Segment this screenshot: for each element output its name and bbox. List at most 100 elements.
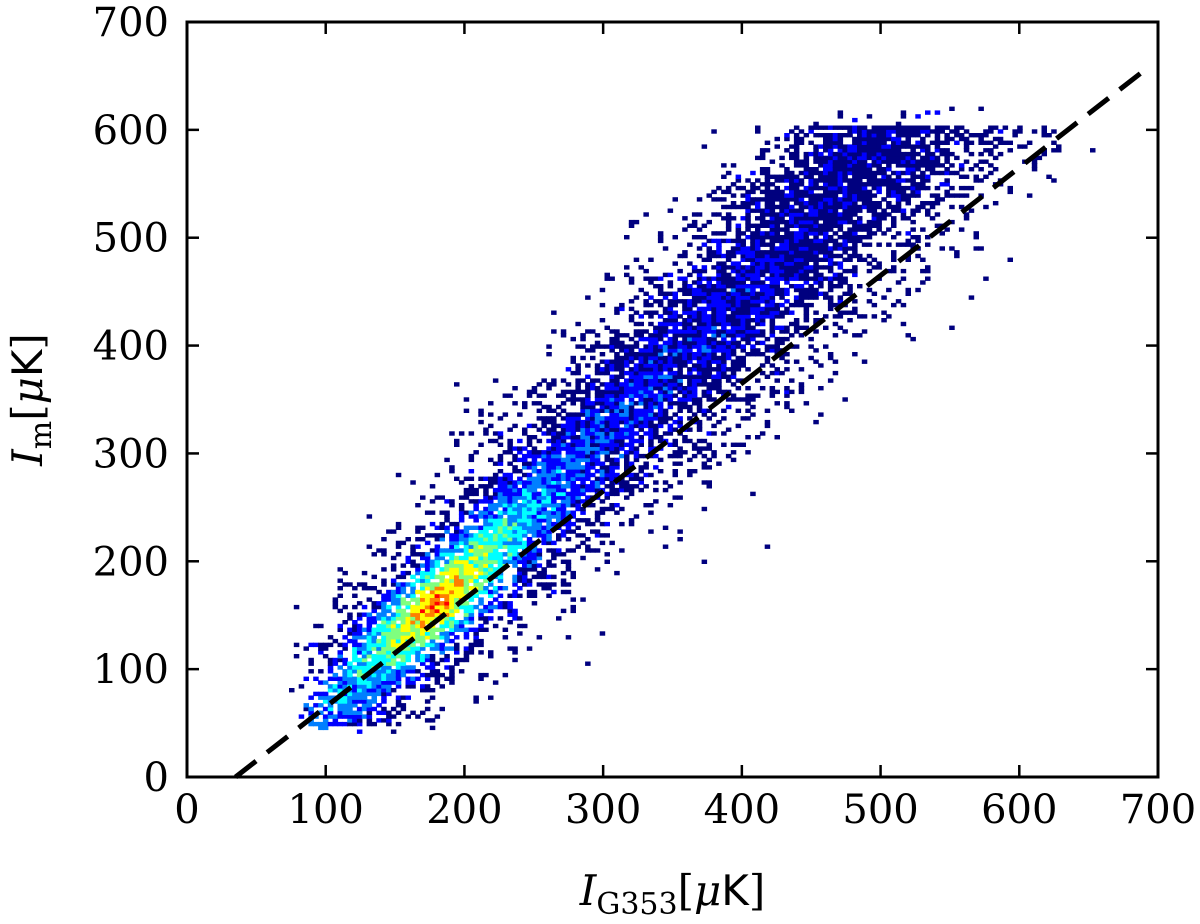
heatmap-cell (449, 469, 455, 474)
heatmap-cell (871, 257, 878, 262)
heatmap-cell (497, 484, 504, 489)
heatmap-cell (444, 559, 450, 564)
heatmap-cell (784, 329, 790, 334)
heatmap-cell (439, 604, 445, 610)
heatmap-cell (716, 250, 722, 255)
heatmap-cell (769, 272, 776, 278)
heatmap-cell (478, 650, 484, 655)
heatmap-cell (730, 201, 737, 206)
heatmap-cell (735, 276, 742, 281)
heatmap-cell (580, 442, 586, 447)
heatmap-cell (342, 680, 348, 685)
heatmap-cell (395, 586, 402, 591)
heatmap-cell (735, 408, 742, 413)
heatmap-cell (454, 555, 460, 561)
heatmap-cell (609, 367, 615, 372)
heatmap-cell (677, 355, 683, 361)
heatmap-cell (434, 495, 441, 500)
heatmap-cell (745, 204, 751, 210)
heatmap-cell (779, 287, 785, 293)
heatmap-cell (677, 480, 683, 485)
heatmap-cell (677, 446, 683, 451)
heatmap-cell (774, 144, 780, 149)
heatmap-cell (633, 257, 640, 262)
heatmap-cell (847, 201, 853, 206)
heatmap-cell (468, 487, 475, 493)
heatmap-cell (653, 310, 659, 315)
heatmap-cell (400, 563, 407, 568)
heatmap-cell (813, 231, 819, 236)
heatmap-cell (667, 416, 674, 421)
heatmap-cell (444, 582, 450, 587)
heatmap-cell (638, 355, 644, 361)
heatmap-cell (711, 397, 717, 402)
heatmap-cell (900, 125, 907, 130)
heatmap-cell (818, 178, 824, 183)
heatmap-cell (735, 363, 742, 368)
heatmap-cell (580, 446, 586, 451)
heatmap-cell (784, 291, 790, 296)
heatmap-cell (1031, 163, 1038, 168)
heatmap-cell (628, 382, 635, 387)
heatmap-cell (779, 204, 785, 210)
heatmap-cell (507, 476, 513, 481)
heatmap-cell (779, 227, 785, 232)
heatmap-cell (541, 540, 547, 546)
heatmap-cell (624, 235, 630, 240)
heatmap-cell (764, 174, 771, 179)
heatmap-cell (653, 386, 659, 391)
heatmap-cell (386, 654, 392, 659)
heatmap-cell (478, 533, 484, 538)
heatmap-cell (672, 299, 678, 304)
heatmap-cell (871, 208, 878, 213)
heatmap-cell (764, 355, 771, 361)
heatmap-cell (798, 216, 805, 221)
heatmap-cell (711, 336, 717, 342)
heatmap-cell (793, 238, 800, 244)
heatmap-cell (793, 140, 800, 145)
heatmap-cell (609, 476, 615, 481)
heatmap-cell (386, 646, 392, 651)
heatmap-cell (662, 295, 669, 300)
heatmap-cell (633, 378, 640, 383)
heatmap-cell (857, 159, 863, 164)
heatmap-cell (808, 197, 814, 202)
heatmap-cell (808, 268, 814, 274)
heatmap-cell (750, 284, 756, 289)
heatmap-cell (361, 650, 368, 655)
heatmap-cell (322, 721, 329, 727)
heatmap-cell (444, 518, 450, 523)
heatmap-cell (832, 197, 839, 202)
heatmap-cell (371, 631, 377, 636)
heatmap-cell (798, 291, 805, 296)
heatmap-cell (769, 261, 776, 266)
heatmap-cell (784, 310, 790, 315)
heatmap-cell (522, 465, 528, 470)
heatmap-cell (638, 348, 644, 353)
heatmap-cell (356, 661, 363, 666)
heatmap-cell (745, 336, 751, 342)
heatmap-cell (793, 242, 800, 247)
heatmap-cell (944, 159, 950, 164)
heatmap-cell (643, 389, 649, 395)
heatmap-cell (827, 295, 834, 300)
heatmap-cell (585, 469, 591, 474)
heatmap-cell (682, 352, 688, 357)
heatmap-cell (842, 257, 848, 262)
heatmap-cell (701, 336, 708, 342)
heatmap-cell (755, 185, 761, 191)
heatmap-cell (483, 510, 489, 515)
heatmap-cell (473, 638, 479, 644)
heatmap-cell (823, 189, 829, 195)
heatmap-cell (954, 129, 960, 134)
heatmap-cell (740, 442, 746, 447)
heatmap-cell (769, 386, 776, 391)
heatmap-cell (852, 306, 858, 312)
heatmap-cell (585, 412, 591, 417)
heatmap-cell (633, 484, 640, 489)
heatmap-cell (789, 178, 795, 183)
heatmap-cell (759, 352, 766, 357)
heatmap-cell (682, 374, 688, 379)
heatmap-cell (526, 525, 533, 530)
heatmap-cell (750, 397, 756, 402)
